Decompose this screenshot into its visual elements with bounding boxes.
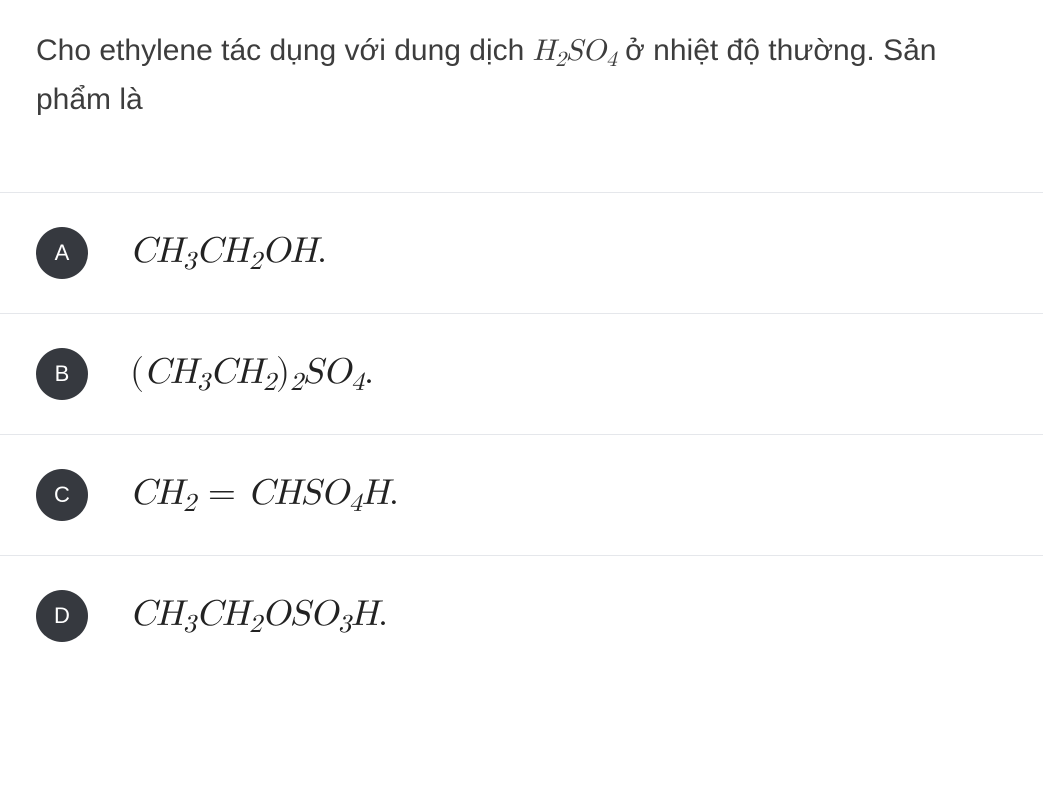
choice-letter: B	[55, 361, 70, 387]
question-text: Cho ethylene tác dụng với dung dịch H2SO…	[36, 28, 1007, 122]
choice-c[interactable]: C CH2 = CHSO4H.	[0, 434, 1043, 555]
choice-d[interactable]: D CH3CH2OSO3H.	[0, 555, 1043, 676]
choice-bubble: A	[36, 227, 88, 279]
choice-formula: CH3CH2OH.	[130, 229, 327, 278]
choice-a[interactable]: A CH3CH2OH.	[0, 192, 1043, 313]
choice-letter: C	[54, 482, 70, 508]
choice-bubble: C	[36, 469, 88, 521]
choice-bubble: B	[36, 348, 88, 400]
question-reagent-formula: H2SO4	[533, 34, 617, 67]
choice-letter: D	[54, 603, 70, 629]
question-block: Cho ethylene tác dụng với dung dịch H2SO…	[0, 0, 1043, 158]
choice-formula: (CH3CH2)2SO4.	[130, 350, 374, 399]
choice-list: A CH3CH2OH. B (CH3CH2)2SO4. C CH2 = CHSO…	[0, 192, 1043, 676]
question-prefix: Cho ethylene tác dụng với dung dịch	[36, 34, 533, 67]
choice-formula: CH3CH2OSO3H.	[130, 592, 388, 641]
choice-b[interactable]: B (CH3CH2)2SO4.	[0, 313, 1043, 434]
choice-bubble: D	[36, 590, 88, 642]
choice-formula: CH2 = CHSO4H.	[130, 471, 399, 520]
choice-letter: A	[55, 240, 70, 266]
